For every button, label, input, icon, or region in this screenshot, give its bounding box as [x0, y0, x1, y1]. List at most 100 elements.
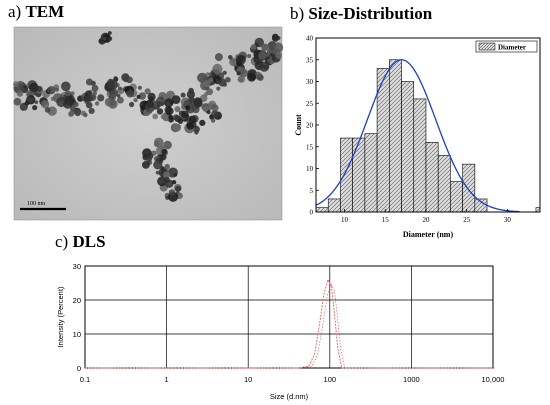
x-tick-label: 25 [463, 216, 471, 224]
nanoparticle [174, 106, 181, 113]
histogram-legend: Diameter [475, 40, 538, 53]
nanoparticle [257, 73, 262, 78]
nanoparticle [94, 101, 100, 106]
nanoparticle [259, 61, 270, 72]
nanoparticle [156, 108, 164, 115]
nanoparticle [199, 119, 206, 126]
nanoparticle [136, 94, 141, 99]
legend-label: Diameter [498, 44, 526, 52]
nanoparticle [175, 185, 182, 192]
histogram-bar [401, 81, 415, 213]
nanoparticle [164, 163, 170, 170]
dls-x-axis-label: Size (d.nm) [270, 392, 309, 401]
nanoparticle [258, 51, 267, 60]
nanoparticle [13, 81, 20, 88]
nanoparticle [203, 80, 211, 88]
nanoparticle [97, 94, 105, 102]
histogram-bar [535, 207, 541, 213]
dls-frame [84, 265, 494, 369]
dls-grid [84, 265, 494, 369]
nanoparticle [194, 130, 199, 135]
histogram-x-ticks: 10 15 20 25 30 [341, 209, 511, 224]
nanoparticle [177, 118, 184, 125]
nanoparticle [47, 86, 56, 95]
nanoparticle [148, 109, 153, 114]
dls-x-tick-label: 1000 [403, 375, 420, 384]
nanoparticle [40, 100, 50, 109]
y-tick-label: 0 [310, 209, 314, 217]
nanoparticle [250, 44, 257, 50]
nanoparticle [225, 77, 231, 83]
hist-panel-letter: b) [290, 4, 305, 23]
y-tick-label: 15 [306, 143, 314, 151]
nanoparticle [92, 91, 97, 96]
dls-chart: 0 10 20 30 0.1 1 10 100 1000 10,000 Intensity (P… [56, 262, 504, 401]
nanoparticle [102, 36, 107, 41]
histogram-x-axis-label: Diameter (nm) [403, 230, 454, 239]
nanoparticle [74, 110, 81, 117]
histogram-bar [352, 137, 366, 213]
nanoparticle [147, 92, 156, 101]
nanoparticle [116, 94, 121, 98]
nanoparticle [212, 63, 223, 75]
nanoparticle [104, 97, 114, 107]
hist-panel-label: b) Size-Distribution [290, 4, 432, 24]
nanoparticle [83, 112, 88, 118]
dls-y-tick-label: 30 [73, 262, 81, 271]
nanoparticle [63, 99, 73, 109]
y-tick-label: 20 [306, 122, 314, 130]
nanoparticle [206, 88, 214, 96]
nanoparticle [85, 78, 93, 86]
nanoparticle [168, 114, 174, 120]
nanoparticle [188, 87, 194, 94]
nanoparticle [247, 72, 257, 82]
histogram-y-axis-label: Count [294, 114, 303, 136]
nanoparticle [214, 53, 223, 62]
nanoparticle [236, 71, 241, 76]
histogram-bar [450, 181, 463, 213]
nanoparticle [161, 148, 168, 155]
nanoparticle [126, 89, 134, 98]
nanoparticle [210, 118, 216, 123]
nanoparticle [271, 34, 279, 42]
tem-panel-title: TEM [25, 2, 65, 21]
histogram-bar [340, 137, 353, 213]
nanoparticle [211, 104, 219, 112]
size-distribution-chart: 0 5 10 15 20 25 30 35 40 10 15 20 25 30 Count Diamet… [294, 35, 541, 239]
dls-x-tick-label: 10,000 [482, 375, 505, 384]
nanoparticle [163, 176, 170, 183]
nanoparticle [273, 42, 284, 53]
nanoparticle [108, 36, 113, 41]
nanoparticle [247, 54, 252, 58]
nanoparticle [36, 85, 43, 92]
nanoparticle [168, 189, 176, 196]
nanoparticle [173, 173, 178, 177]
nanoparticle [193, 98, 203, 108]
y-tick-label: 40 [306, 35, 314, 43]
dls-intensity-curve-secondary [88, 283, 496, 369]
dls-x-tick-label: 1 [165, 375, 169, 384]
nanoparticle [32, 105, 38, 111]
y-tick-label: 30 [306, 78, 314, 86]
nanoparticle [229, 57, 238, 67]
nanoparticle [216, 86, 221, 91]
histogram-bar [462, 163, 476, 213]
dls-y-tick-label: 0 [77, 364, 81, 373]
y-tick-label: 35 [306, 56, 314, 64]
nanoparticle [180, 92, 186, 98]
nanoparticle [266, 58, 272, 63]
nanoparticle [85, 101, 93, 109]
nanoparticle [55, 87, 59, 92]
nanoparticle [163, 140, 172, 150]
nanoparticle [146, 156, 152, 163]
tem-panel-label: a) TEM [8, 2, 64, 22]
x-tick-label: 20 [422, 216, 430, 224]
nanoparticle [165, 107, 174, 116]
histogram-bars [315, 59, 541, 213]
histogram-bar [315, 207, 329, 213]
nanoparticle [68, 111, 74, 117]
dls-x-ticks: 0.1 1 10 100 1000 10,000 [80, 375, 505, 384]
y-tick-label: 25 [306, 100, 314, 108]
nanoparticle [171, 95, 181, 104]
x-tick-label: 10 [341, 216, 349, 224]
